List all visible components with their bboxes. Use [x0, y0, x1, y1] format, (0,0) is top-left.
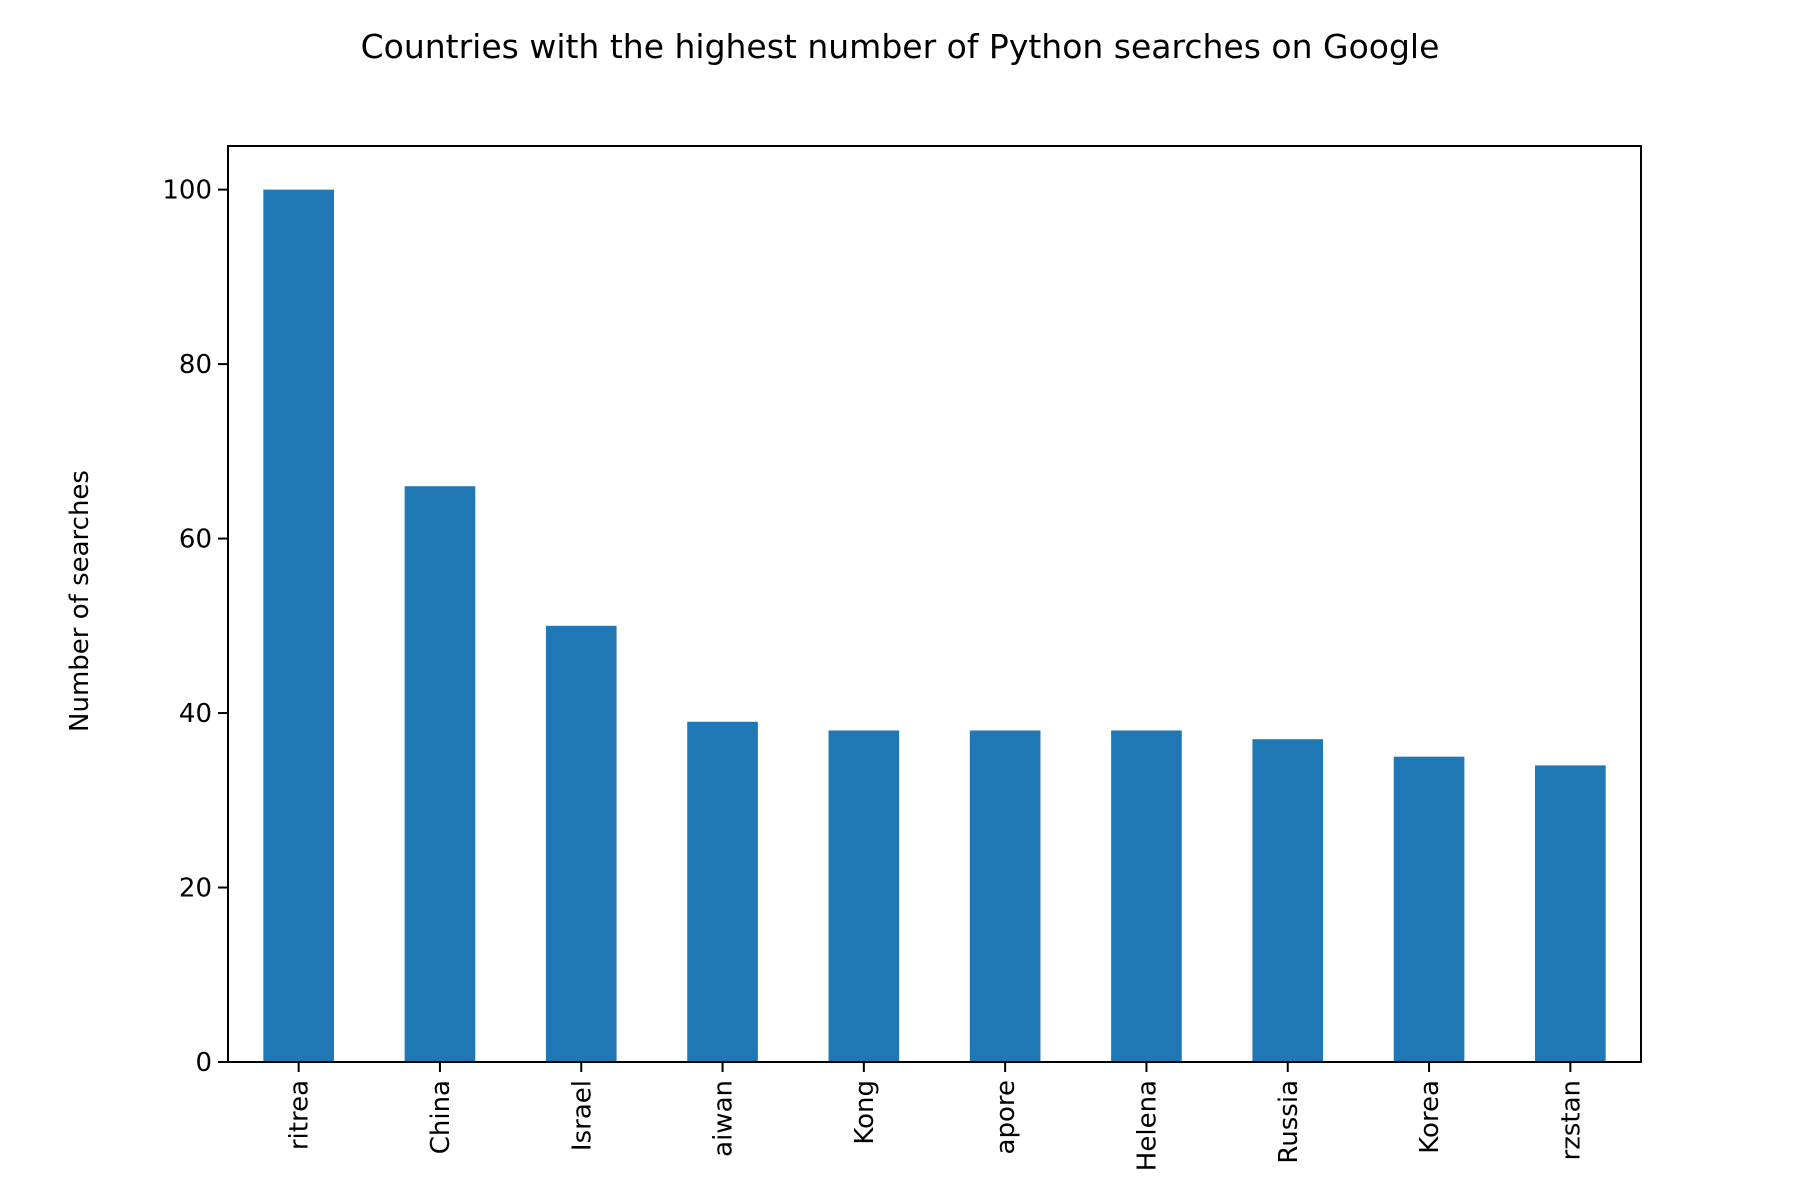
x-tick-label-9: rzstan [1556, 1080, 1586, 1161]
bar-8 [1393, 756, 1465, 1062]
y-tick-label-4: 80 [179, 350, 212, 380]
bar-2 [545, 625, 617, 1062]
bar-4 [828, 730, 900, 1062]
bar-6 [1111, 730, 1182, 1062]
bar-3 [687, 721, 758, 1062]
x-tick-label-5: apore [991, 1080, 1021, 1154]
x-axis-ticks: ritrea China Israel aiwan Kong apore Helena Rus… [285, 1062, 1586, 1171]
y-tick-label-2: 40 [179, 699, 212, 729]
chart-title: Countries with the highest number of Pyt… [361, 27, 1440, 66]
bar-7 [1252, 739, 1324, 1062]
x-tick-label-6: Helena [1132, 1080, 1162, 1171]
x-tick-label-4: Kong [850, 1080, 880, 1145]
y-tick-label-1: 20 [179, 874, 212, 904]
bar-5 [969, 730, 1041, 1062]
x-tick-label-7: Russia [1274, 1080, 1304, 1164]
x-tick-label-1: China [426, 1080, 456, 1154]
y-axis-ticks: 0 20 40 60 80 100 [162, 176, 228, 1078]
y-tick-label-0: 0 [195, 1048, 212, 1078]
bar-0 [263, 189, 334, 1063]
plot-frame [227, 145, 1642, 1063]
y-tick-label-3: 60 [179, 525, 212, 555]
x-tick-label-0: ritrea [285, 1080, 315, 1150]
y-axis-label: Number of searches [65, 470, 95, 732]
x-tick-label-3: aiwan [709, 1080, 739, 1157]
y-tick-label-5: 100 [162, 176, 212, 206]
bar-1 [404, 486, 476, 1062]
x-tick-label-8: Korea [1415, 1080, 1445, 1154]
bars-group [263, 189, 1606, 1063]
bar-9 [1535, 765, 1606, 1062]
x-tick-label-2: Israel [567, 1080, 597, 1151]
